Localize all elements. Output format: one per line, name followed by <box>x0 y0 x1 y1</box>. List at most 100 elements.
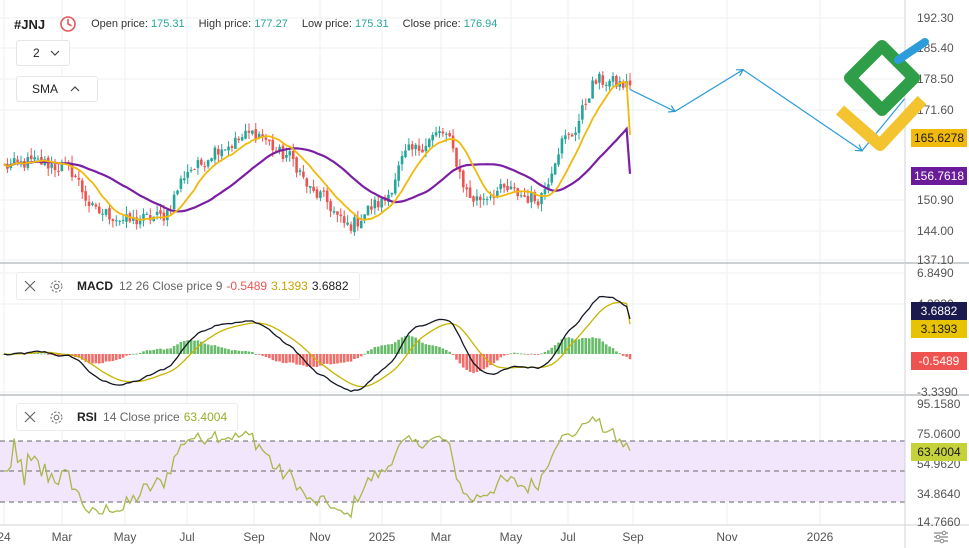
candle-body <box>268 139 271 142</box>
candle-body <box>200 159 203 165</box>
macd-histogram-bar <box>465 354 468 370</box>
candle-body <box>465 187 468 190</box>
candle-body <box>536 201 540 206</box>
candle-body <box>366 205 370 215</box>
time-axis-label: Jul <box>179 530 194 544</box>
ticker-symbol: #JNJ <box>14 16 46 32</box>
candle-body <box>271 139 275 151</box>
macd-histogram-bar <box>594 338 598 354</box>
macd-histogram-bar <box>366 350 370 354</box>
macd-price-label: 3.6882 <box>911 302 967 320</box>
macd-signal-value: 3.1393 <box>271 279 308 293</box>
candle-body <box>628 80 632 86</box>
gear-icon[interactable] <box>43 404 69 430</box>
candle-body <box>155 211 159 215</box>
candle-body <box>223 149 227 151</box>
macd-histogram-bar <box>547 350 550 354</box>
candle-body <box>240 137 244 141</box>
candle-body <box>621 81 625 88</box>
macd-histogram-bar <box>291 354 295 363</box>
macd-histogram-bar <box>57 354 60 357</box>
macd-histogram-bar <box>148 350 152 354</box>
candle-body <box>339 214 343 217</box>
macd-histogram-bar <box>414 337 417 354</box>
macd-histogram-bar <box>60 354 64 356</box>
macd-histogram-bar <box>251 351 254 354</box>
candle-body <box>407 144 411 150</box>
candle-body <box>74 175 77 177</box>
rsi-line <box>4 415 631 519</box>
macd-histogram-bar <box>159 348 162 354</box>
candle-body <box>148 215 152 221</box>
macd-axis-label: 6.8490 <box>917 266 954 280</box>
candle-body <box>264 137 268 140</box>
candle-body <box>611 76 615 82</box>
macd-histogram-bar <box>468 354 472 372</box>
time-axis-label: 2025 <box>369 530 396 544</box>
price-axis-label: 171.60 <box>917 103 954 117</box>
signal-price-label: 3.1393 <box>911 320 967 338</box>
close-icon[interactable] <box>17 273 43 299</box>
candle-body <box>237 138 241 141</box>
macd-histogram-bar <box>295 354 298 365</box>
candle-body <box>183 178 186 181</box>
gear-icon[interactable] <box>43 273 69 299</box>
macd-histogram-bar <box>240 351 244 354</box>
candle-body <box>591 80 594 99</box>
macd-histogram-bar <box>264 354 268 358</box>
macd-histogram-bar <box>349 354 353 362</box>
rsi-axis-label: 75.0600 <box>917 427 961 441</box>
logo-watermark <box>836 38 929 151</box>
candle-body <box>305 178 309 187</box>
candle-body <box>601 75 605 85</box>
macd-histogram-bar <box>611 348 615 354</box>
macd-histogram-bar <box>621 354 625 356</box>
candle-body <box>581 105 584 120</box>
macd-histogram-bar <box>410 336 414 354</box>
sma-slow-price-label: 156.7618 <box>911 167 967 185</box>
candle-body <box>448 133 451 137</box>
macd-histogram-bar <box>628 354 632 360</box>
macd-histogram-bar <box>564 337 567 354</box>
candle-body <box>574 132 577 135</box>
macd-histogram-bar <box>587 338 591 354</box>
sma-indicator-toggle[interactable]: SMA <box>16 76 98 102</box>
candle-body <box>472 196 475 202</box>
candle-body <box>206 160 210 167</box>
macd-histogram-bar <box>489 354 492 366</box>
macd-histogram-bar <box>152 349 155 354</box>
sliders-icon[interactable] <box>933 530 949 544</box>
candle-body <box>455 147 458 167</box>
macd-histogram-bar <box>206 344 210 354</box>
candle-body <box>80 180 84 193</box>
candle-body <box>251 130 254 134</box>
forecast-arrowhead <box>854 144 863 152</box>
candle-body <box>87 201 91 206</box>
interval-select[interactable]: 2 <box>16 40 70 66</box>
macd-histogram-bar <box>308 354 312 367</box>
candle-body <box>417 145 421 151</box>
rsi-value: 63.4004 <box>183 410 228 424</box>
macd-histogram-bar <box>257 354 261 355</box>
macd-histogram-bar <box>322 354 326 364</box>
macd-histogram-bar <box>278 354 281 362</box>
macd-histogram-bar <box>618 353 622 355</box>
clock-icon[interactable] <box>59 15 77 33</box>
candle-body <box>186 172 190 178</box>
macd-histogram-bar <box>479 354 482 371</box>
close-icon[interactable] <box>17 404 43 430</box>
candle-body <box>257 133 261 139</box>
candle-body <box>363 214 366 221</box>
macd-histogram-bar <box>305 354 309 367</box>
candle-body <box>519 195 523 197</box>
candle-body <box>179 178 183 189</box>
sma-fast-price-label: 165.6278 <box>911 129 967 147</box>
macd-histogram-bar <box>43 353 47 355</box>
candle-body <box>502 184 506 188</box>
candle-body <box>370 206 373 210</box>
macd-histogram-bar <box>237 350 241 354</box>
candle-body <box>308 185 312 188</box>
chevron-down-icon <box>50 50 60 56</box>
candle-body <box>203 166 207 168</box>
